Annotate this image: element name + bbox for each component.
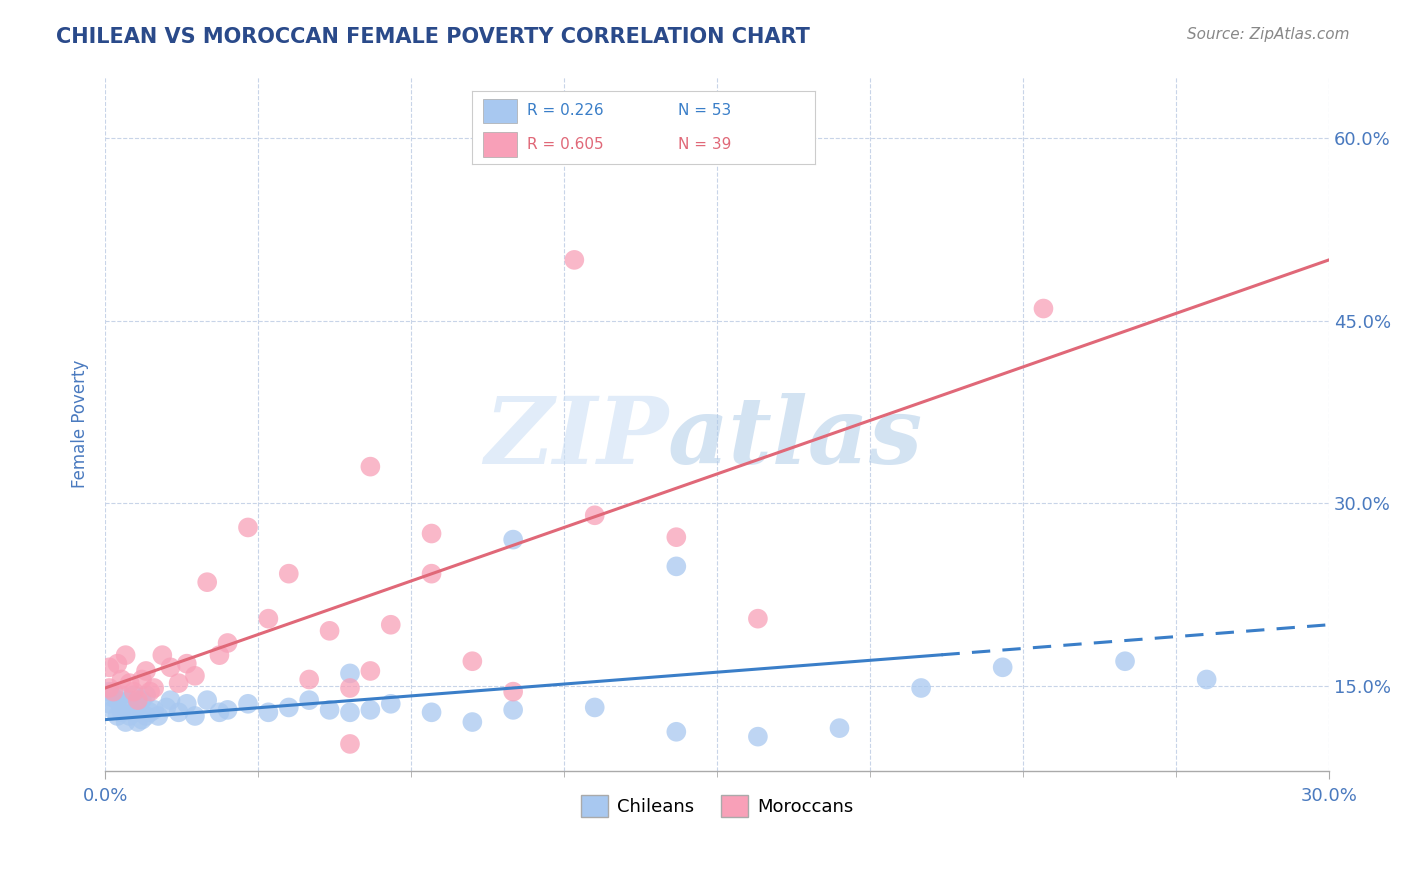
Point [110, 688, 132, 702]
Point [159, 693, 181, 707]
Point [127, 693, 149, 707]
Point [583, 700, 606, 714]
Point [131, 693, 153, 707]
Point [420, 566, 443, 581]
Text: ZIP: ZIP [484, 393, 668, 483]
Point [359, 664, 381, 678]
Point [339, 666, 361, 681]
Point [380, 617, 402, 632]
Point [257, 612, 280, 626]
Point [359, 459, 381, 474]
Point [502, 684, 524, 698]
Point [103, 703, 125, 717]
Point [208, 706, 231, 720]
Point [107, 693, 129, 707]
Point [139, 684, 162, 698]
Point [461, 714, 484, 729]
Point [127, 714, 149, 729]
Point [1114, 654, 1136, 668]
Point [176, 657, 198, 671]
Point [502, 703, 524, 717]
Point [217, 703, 239, 717]
Point [747, 730, 769, 744]
Point [277, 700, 299, 714]
Point [131, 673, 153, 687]
Point [665, 724, 688, 739]
Point [236, 520, 259, 534]
Point [583, 508, 606, 523]
Point [122, 684, 145, 698]
Point [155, 700, 177, 714]
Point [318, 703, 340, 717]
Point [991, 660, 1014, 674]
Point [118, 709, 141, 723]
Point [461, 654, 484, 668]
Point [359, 703, 381, 717]
Point [122, 688, 145, 702]
Point [114, 714, 136, 729]
Point [114, 700, 136, 714]
Y-axis label: Female Poverty: Female Poverty [72, 359, 89, 488]
Point [318, 624, 340, 638]
Point [118, 676, 141, 690]
Point [167, 676, 190, 690]
Point [143, 703, 166, 717]
Point [910, 681, 932, 695]
Point [184, 669, 207, 683]
Point [148, 709, 170, 723]
Point [135, 688, 157, 702]
Point [665, 530, 688, 544]
Text: atlas: atlas [668, 393, 924, 483]
Text: Source: ZipAtlas.com: Source: ZipAtlas.com [1187, 27, 1350, 42]
Point [98, 684, 121, 698]
Point [420, 706, 443, 720]
Point [150, 648, 173, 662]
Point [1032, 301, 1054, 316]
Point [103, 684, 125, 698]
Point [298, 693, 321, 707]
Legend: Chileans, Moroccans: Chileans, Moroccans [574, 788, 860, 824]
Point [135, 664, 157, 678]
Point [562, 252, 585, 267]
Point [159, 660, 181, 674]
Point [110, 706, 132, 720]
Point [665, 559, 688, 574]
Point [828, 721, 851, 735]
Point [195, 693, 218, 707]
Point [277, 566, 299, 581]
Point [380, 697, 402, 711]
Point [339, 706, 361, 720]
Point [184, 709, 207, 723]
Point [127, 697, 149, 711]
Point [98, 660, 121, 674]
Point [339, 737, 361, 751]
Point [103, 690, 125, 705]
Point [139, 706, 162, 720]
Point [298, 673, 321, 687]
Point [339, 681, 361, 695]
Point [420, 526, 443, 541]
Point [143, 681, 166, 695]
Point [135, 709, 157, 723]
Point [747, 612, 769, 626]
Point [131, 713, 153, 727]
Point [118, 693, 141, 707]
Point [107, 709, 129, 723]
Point [217, 636, 239, 650]
Point [114, 648, 136, 662]
Point [176, 697, 198, 711]
Text: CHILEAN VS MOROCCAN FEMALE POVERTY CORRELATION CHART: CHILEAN VS MOROCCAN FEMALE POVERTY CORRE… [56, 27, 810, 46]
Point [1195, 673, 1218, 687]
Point [208, 648, 231, 662]
Point [98, 681, 121, 695]
Point [110, 673, 132, 687]
Point [98, 697, 121, 711]
Point [236, 697, 259, 711]
Point [195, 575, 218, 590]
Point [167, 706, 190, 720]
Point [122, 706, 145, 720]
Point [257, 706, 280, 720]
Point [502, 533, 524, 547]
Point [107, 657, 129, 671]
